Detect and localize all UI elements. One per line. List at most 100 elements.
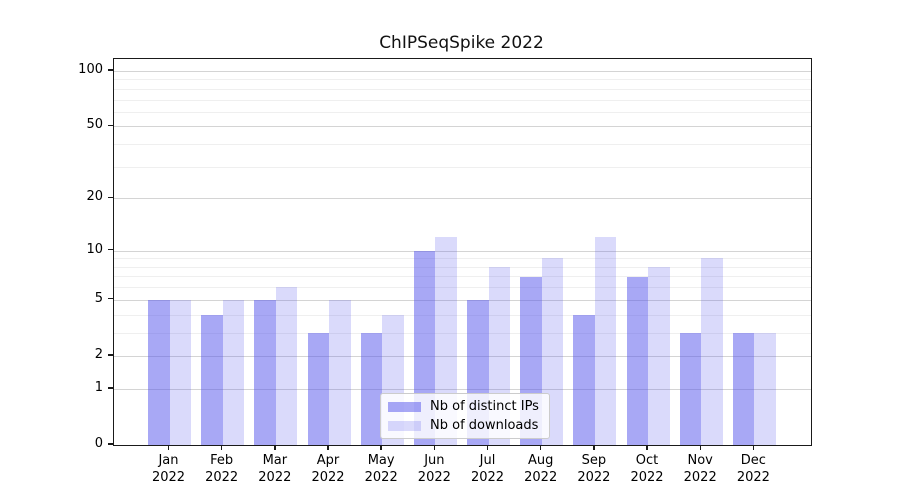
y-tick-0: [108, 443, 113, 445]
bar-nb-of-distinct-ips-nov: [679, 332, 702, 445]
x-tick-month-jun: Jun: [424, 453, 445, 468]
gridline-2: [114, 355, 811, 357]
gridline-5: [114, 299, 811, 301]
y-tick-5: [108, 298, 113, 300]
x-tick-year-jan: 2022: [151, 470, 186, 485]
y-tick-100: [108, 69, 113, 71]
legend-row-distinct-ips: Nb of distinct IPs: [388, 399, 539, 414]
bar-nb-of-downloads-oct: [648, 266, 670, 445]
gridline-100: [114, 70, 811, 72]
bar-nb-of-distinct-ips-oct: [626, 276, 648, 445]
gridline-1: [114, 388, 811, 390]
x-tick-label-jun: Jun 2022: [402, 452, 466, 486]
x-tick-feb: [220, 445, 223, 450]
bar-nb-of-downloads-nov: [701, 258, 723, 445]
x-tick-jun: [433, 445, 436, 450]
legend-label-downloads: Nb of downloads: [430, 418, 539, 433]
y-tick-1: [108, 387, 113, 389]
gridline-minor-70: [114, 99, 811, 101]
x-tick-label-nov: Nov 2022: [668, 452, 732, 486]
x-tick-month-sep: Sep: [581, 453, 607, 468]
gridline-50: [114, 126, 811, 128]
bar-nb-of-distinct-ips-sep: [573, 314, 595, 445]
y-tick-label-10: 10: [86, 241, 103, 257]
x-tick-month-jul: Jul: [479, 453, 496, 468]
y-tick-label-5: 5: [94, 290, 103, 306]
y-tick-label-2: 2: [94, 346, 103, 362]
x-tick-month-nov: Nov: [687, 453, 713, 468]
x-tick-label-may: May 2022: [349, 452, 413, 486]
x-tick-label-oct: Oct 2022: [615, 452, 679, 486]
y-tick-20: [108, 196, 113, 198]
x-tick-aug: [539, 445, 542, 450]
x-tick-sep: [593, 445, 595, 450]
gridline-minor-90: [114, 79, 811, 81]
x-tick-nov: [699, 445, 701, 450]
x-tick-year-mar: 2022: [258, 470, 292, 485]
x-tick-mar: [274, 445, 276, 450]
gridline-minor-60: [114, 111, 811, 113]
plot-area: Nb of distinct IPs Nb of downloads: [113, 58, 812, 446]
bar-nb-of-distinct-ips-apr: [307, 332, 329, 445]
x-tick-year-jun: 2022: [417, 470, 451, 485]
x-tick-label-sep: Sep 2022: [562, 452, 626, 486]
x-tick-year-jul: 2022: [470, 470, 505, 485]
x-tick-year-aug: 2022: [524, 470, 558, 485]
x-tick-may: [380, 445, 382, 450]
bar-nb-of-distinct-ips-feb: [201, 314, 223, 445]
legend-swatch-downloads: [388, 420, 421, 431]
x-tick-month-jan: Jan: [158, 453, 179, 468]
gridline-10: [114, 250, 811, 252]
x-tick-month-apr: Apr: [316, 453, 340, 468]
y-tick-50: [108, 124, 113, 127]
x-tick-year-dec: 2022: [736, 470, 770, 485]
y-tick-label-1: 1: [94, 379, 103, 395]
gridline-minor-30: [114, 166, 811, 168]
legend: Nb of distinct IPs Nb of downloads: [380, 393, 550, 439]
legend-label-distinct-ips: Nb of distinct IPs: [430, 399, 539, 414]
legend-row-downloads: Nb of downloads: [388, 418, 539, 433]
x-tick-dec: [752, 445, 755, 450]
x-tick-label-jul: Jul 2022: [456, 452, 520, 486]
bar-nb-of-downloads-apr: [329, 299, 351, 445]
gridline-20: [114, 198, 811, 200]
x-tick-label-apr: Apr 2022: [296, 452, 360, 486]
bar-nb-of-distinct-ips-mar: [254, 299, 276, 445]
x-tick-year-oct: 2022: [630, 470, 664, 485]
x-tick-jan: [167, 445, 170, 450]
gridline-minor-3: [114, 332, 811, 334]
gridline-minor-9: [114, 258, 811, 260]
x-tick-month-oct: Oct: [635, 453, 659, 468]
bar-nb-of-downloads-jan: [169, 299, 191, 445]
y-tick-2: [108, 354, 113, 356]
x-tick-label-aug: Aug 2022: [509, 452, 573, 486]
bar-nb-of-downloads-feb: [222, 299, 245, 445]
x-tick-year-nov: 2022: [683, 470, 717, 485]
gridline-minor-8: [114, 266, 811, 268]
y-tick-label-100: 100: [78, 61, 103, 77]
y-tick-label-20: 20: [86, 189, 103, 205]
bar-nb-of-distinct-ips-may: [360, 332, 383, 445]
x-tick-month-mar: Mar: [262, 453, 288, 468]
x-tick-jul: [486, 445, 489, 450]
bar-nb-of-downloads-sep: [594, 237, 617, 445]
gridline-minor-4: [114, 314, 811, 316]
gridline-minor-40: [114, 144, 811, 146]
bar-nb-of-downloads-mar: [275, 287, 298, 445]
x-tick-apr: [327, 445, 329, 450]
x-tick-month-aug: Aug: [527, 453, 554, 468]
x-tick-year-feb: 2022: [205, 470, 239, 485]
x-tick-label-feb: Feb 2022: [190, 452, 254, 486]
x-tick-year-apr: 2022: [311, 470, 345, 485]
x-tick-oct: [646, 445, 648, 450]
gridline-minor-7: [114, 276, 811, 278]
x-tick-month-feb: Feb: [210, 453, 234, 468]
chart-title: ChIPSeqSpike 2022: [379, 33, 544, 53]
x-tick-year-may: 2022: [364, 470, 398, 485]
bar-nb-of-distinct-ips-jan: [148, 299, 170, 445]
x-tick-label-mar: Mar 2022: [243, 452, 307, 486]
x-tick-year-sep: 2022: [577, 470, 611, 485]
y-tick-10: [108, 248, 113, 251]
x-tick-label-dec: Dec 2022: [721, 452, 785, 486]
